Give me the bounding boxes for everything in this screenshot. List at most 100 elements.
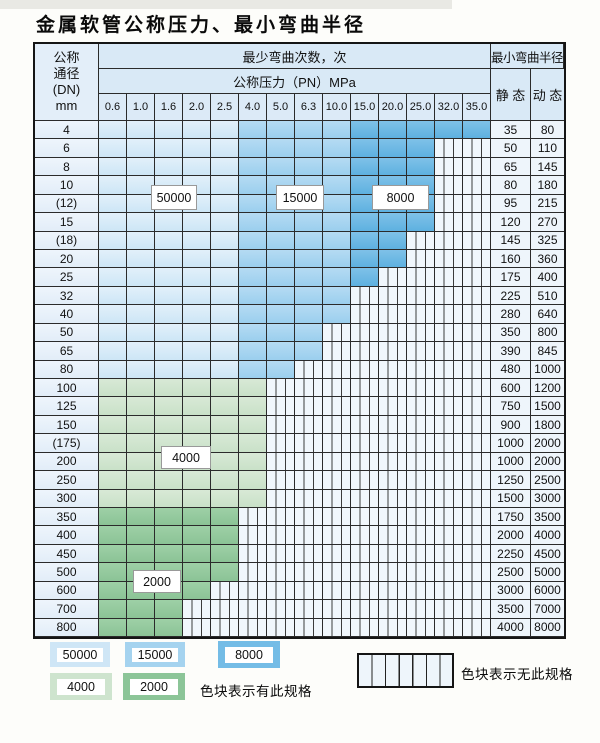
dn-cell: 450 xyxy=(35,544,99,564)
static-value: 80 xyxy=(491,176,531,195)
spec-cell xyxy=(99,323,127,343)
spec-cell xyxy=(155,139,183,158)
no-spec-cell xyxy=(267,379,295,398)
spec-cell xyxy=(127,250,155,269)
dn-cell: 65 xyxy=(35,342,99,361)
no-spec-cell xyxy=(239,544,267,564)
no-spec-cell xyxy=(379,379,407,398)
spec-cell xyxy=(239,305,267,324)
static-value: 750 xyxy=(491,397,531,416)
spec-cell xyxy=(127,268,155,287)
spec-cell xyxy=(295,213,323,232)
no-spec-cell xyxy=(463,415,491,435)
dynamic-value: 3500 xyxy=(531,508,564,527)
pressure-tick: 15.0 xyxy=(351,94,379,121)
no-spec-cell xyxy=(379,581,407,601)
spec-cell xyxy=(155,544,183,564)
dn-cell: 150 xyxy=(35,415,99,435)
no-spec-cell xyxy=(435,581,463,601)
spec-cell xyxy=(155,250,183,269)
spec-cell xyxy=(323,213,351,232)
spec-cell xyxy=(211,250,239,269)
spec-cell xyxy=(127,231,155,250)
no-spec-cell xyxy=(463,360,491,379)
no-spec-cell xyxy=(351,305,379,324)
spec-cell xyxy=(99,176,127,195)
dynamic-value: 2000 xyxy=(531,452,564,472)
no-spec-cell xyxy=(351,471,379,490)
spec-cell xyxy=(323,305,351,324)
spec-cell xyxy=(127,139,155,158)
no-spec-cell xyxy=(435,471,463,490)
spec-cell xyxy=(155,618,183,637)
no-spec-cell xyxy=(267,471,295,490)
cycles-label-8000: 8000 xyxy=(372,185,429,210)
no-spec-cell xyxy=(379,508,407,527)
spec-cell xyxy=(211,176,239,195)
no-spec-cell xyxy=(267,489,295,508)
dn-cell: 15 xyxy=(35,213,99,232)
dn-cell: 32 xyxy=(35,286,99,306)
spec-cell xyxy=(155,360,183,379)
dn-cell: 10 xyxy=(35,176,99,195)
dn-cell: 200 xyxy=(35,452,99,472)
no-spec-cell xyxy=(463,157,491,177)
spec-cell xyxy=(239,176,267,195)
no-spec-cell xyxy=(295,360,323,379)
no-spec-cell xyxy=(323,342,351,361)
dynamic-value: 1800 xyxy=(531,415,564,435)
spec-cell xyxy=(155,213,183,232)
dynamic-value: 360 xyxy=(531,250,564,269)
spec-cell xyxy=(211,563,239,582)
no-spec-cell xyxy=(463,268,491,287)
spec-cell xyxy=(267,250,295,269)
spec-cell xyxy=(183,286,211,306)
pressure-tick: 0.6 xyxy=(99,94,127,121)
pressure-tick: 35.0 xyxy=(463,94,491,121)
pressure-tick: 25.0 xyxy=(407,94,435,121)
no-spec-cell xyxy=(463,526,491,545)
no-spec-cell xyxy=(435,563,463,582)
no-spec-cell xyxy=(183,600,211,619)
no-spec-cell xyxy=(267,452,295,472)
static-value: 35 xyxy=(491,121,531,140)
no-spec-cell xyxy=(463,452,491,472)
spec-cell xyxy=(99,157,127,177)
no-spec-cell xyxy=(435,452,463,472)
dn-cell: 250 xyxy=(35,471,99,490)
spec-cell xyxy=(379,231,407,250)
static-value: 2250 xyxy=(491,544,531,564)
spec-cell xyxy=(127,342,155,361)
spec-cell xyxy=(99,600,127,619)
no-spec-cell xyxy=(435,379,463,398)
spec-cell xyxy=(183,489,211,508)
no-spec-cell xyxy=(463,176,491,195)
spec-cell xyxy=(323,250,351,269)
spec-cell xyxy=(99,544,127,564)
spec-cell xyxy=(239,415,267,435)
no-spec-cell xyxy=(323,600,351,619)
spec-cell xyxy=(211,286,239,306)
dynamic-value: 1500 xyxy=(531,397,564,416)
no-spec-cell xyxy=(295,600,323,619)
dynamic-value: 80 xyxy=(531,121,564,140)
no-spec-cell xyxy=(379,360,407,379)
bend-radius-header: 最小弯曲半径 xyxy=(491,44,564,69)
dn-cell: 80 xyxy=(35,360,99,379)
no-spec-cell xyxy=(435,250,463,269)
no-spec-cell xyxy=(379,305,407,324)
no-spec-cell xyxy=(435,360,463,379)
static-value: 95 xyxy=(491,194,531,214)
pressure-tick: 1.6 xyxy=(155,94,183,121)
static-value: 225 xyxy=(491,286,531,306)
no-spec-cell xyxy=(295,415,323,435)
dynamic-value: 800 xyxy=(531,323,564,343)
spec-cell xyxy=(127,600,155,619)
no-spec-cell xyxy=(267,581,295,601)
legend-swatch-2000: 2000 xyxy=(123,673,185,700)
spec-cell xyxy=(127,452,155,472)
spec-cell xyxy=(183,526,211,545)
legend-swatch-8000: 8000 xyxy=(218,641,280,668)
dynamic-value: 4000 xyxy=(531,526,564,545)
no-spec-cell xyxy=(267,563,295,582)
